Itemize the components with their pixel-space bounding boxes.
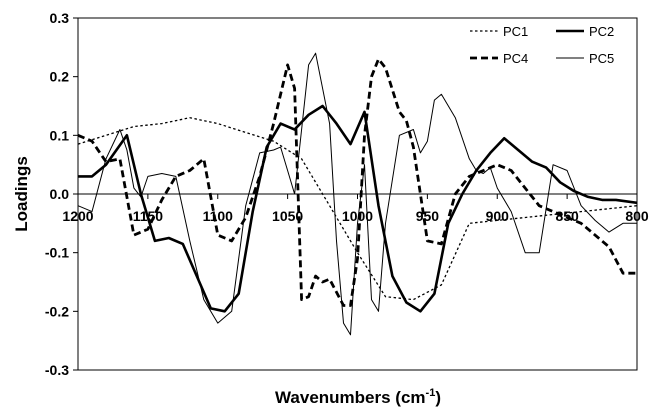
series-line-pc5 <box>77 52 637 336</box>
x-tick-label: 900 <box>486 208 510 224</box>
legend-label-pc1: PC1 <box>503 24 528 39</box>
x-tick-label: 1100 <box>203 208 234 224</box>
series-layer <box>77 52 638 336</box>
x-axis-title-superscript: -1 <box>426 387 436 399</box>
y-tick-label: 0.0 <box>50 186 70 202</box>
x-axis-title: Wavenumbers (cm-1) <box>275 387 441 407</box>
x-axis-ticks: 1200 1150 1100 1050 1000 950 900 850 800 <box>62 194 649 224</box>
legend-label-pc5: PC5 <box>589 51 614 66</box>
y-tick-label: -0.1 <box>45 245 69 261</box>
x-axis-title-suffix: ) <box>435 388 441 407</box>
y-tick-label: 0.2 <box>50 69 70 85</box>
y-tick-label: -0.3 <box>45 362 69 378</box>
y-tick-label: 0.3 <box>50 10 70 26</box>
legend: PC1 PC2 PC4 PC5 <box>470 24 614 66</box>
y-tick-label: 0.1 <box>50 127 70 143</box>
x-tick-label: 1050 <box>272 208 303 224</box>
series-line-pc4 <box>77 57 637 307</box>
series-line-pc2 <box>78 104 638 313</box>
x-tick-label: 800 <box>625 208 649 224</box>
y-axis-title: Loadings <box>12 156 31 232</box>
series-line-pc1 <box>77 117 638 301</box>
x-tick-label: 950 <box>416 208 440 224</box>
legend-label-pc4: PC4 <box>503 51 528 66</box>
legend-label-pc2: PC2 <box>589 24 614 39</box>
x-tick-label: 1200 <box>62 208 93 224</box>
x-axis-title-main: Wavenumbers (cm <box>275 388 426 407</box>
x-tick-label: 1000 <box>342 208 373 224</box>
y-tick-label: -0.2 <box>45 303 69 319</box>
y-axis-ticks: -0.3 -0.2 -0.1 0.0 0.1 0.2 0.3 <box>45 10 78 378</box>
